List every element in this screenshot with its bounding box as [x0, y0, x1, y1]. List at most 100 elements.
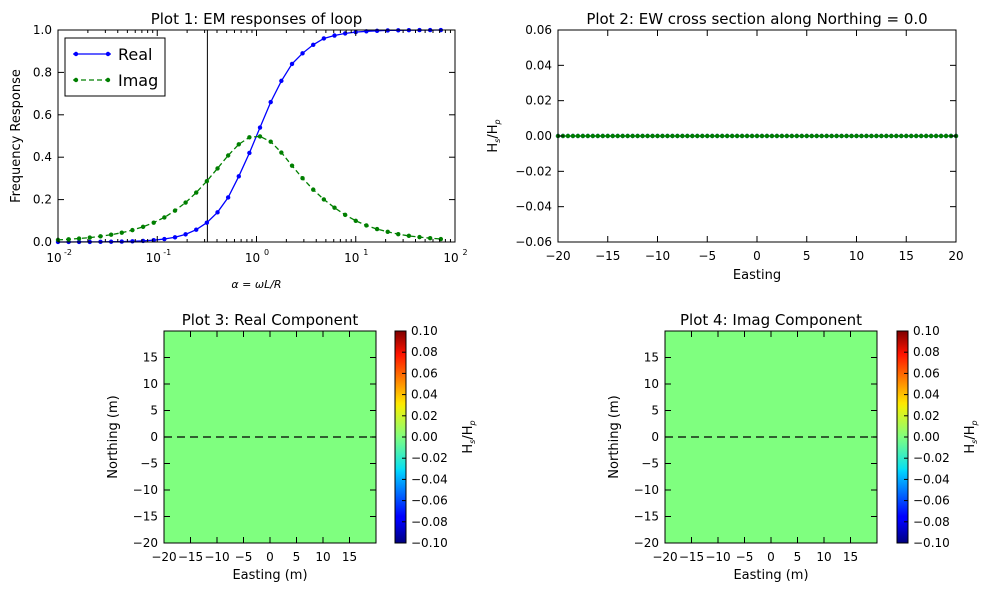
plot2-point-1	[620, 133, 625, 139]
plot2-x-tick-label: 5	[803, 249, 811, 263]
plot4-x-tick-label: 0	[767, 550, 775, 564]
plot2-point-1	[764, 133, 770, 139]
plot3-x-tick-label: 10	[315, 550, 330, 564]
plot3-x-tick-label: −10	[204, 550, 229, 564]
plot3-colorbar-tick-label: 0.02	[411, 409, 438, 423]
plot2-point-1	[799, 133, 804, 139]
plot1-point-real	[204, 220, 210, 225]
plot2-point-1	[665, 133, 670, 139]
plot1-legend-marker	[73, 51, 79, 57]
plot2-point-1	[864, 133, 869, 139]
plot2-point-1	[675, 133, 680, 139]
plot3-colorbar-tick-label: −0.04	[411, 472, 448, 486]
plot2-point-1	[824, 133, 829, 139]
plot2-point-1	[700, 133, 705, 139]
plot1-point-imag	[204, 178, 210, 184]
plot1-point-imag	[279, 150, 284, 155]
plot4-colorbar-tick-label: 0.04	[913, 388, 940, 402]
plot1-point-imag	[396, 231, 401, 237]
plot1-x-tick-label: 10	[46, 251, 61, 265]
plot4-colorbar-tick-label: 0.10	[913, 324, 940, 338]
plot1-x-tick-exp: 0	[264, 248, 269, 257]
plot2-point-1	[779, 133, 785, 139]
plot2-y-tick-label: 0.00	[525, 129, 552, 143]
plot4-colorbar-tick-label: 0.02	[913, 409, 940, 423]
plot2-point-1	[769, 133, 775, 139]
plot1-x-tick-exp: -1	[163, 248, 171, 257]
plot2-point-1	[565, 133, 571, 139]
plot2-point-1	[635, 133, 640, 139]
plot2-point-1	[600, 133, 605, 139]
plot2-point-1	[580, 133, 586, 139]
plot2-cross-section: −20 −15 −10 −5 0 5 10 15 20 −0.06 −0.04 −0.02 0.00 0.…	[486, 10, 964, 283]
plot2-y-tick-label: 0.06	[525, 23, 552, 37]
plot3-y-tick-label: 5	[150, 404, 158, 418]
plot1-point-imag	[225, 153, 231, 158]
plot2-point-1	[759, 133, 765, 139]
plot1-point-imag	[140, 224, 146, 230]
plot4-colorbar-tick-label: 0.06	[913, 366, 940, 380]
plot1-point-imag	[108, 232, 114, 237]
plot1-x-tick-exp: 1	[363, 248, 368, 257]
plot3-x-tick-label: 15	[342, 550, 357, 564]
plot2-point-1	[789, 133, 795, 139]
plot4-y-label: Northing (m)	[607, 395, 622, 478]
plot2-point-1	[859, 133, 864, 139]
plot2-point-1	[774, 133, 780, 139]
plot3-y-tick-label: −20	[133, 536, 158, 550]
plot1-point-imag	[119, 230, 124, 235]
plot2-point-1	[685, 133, 690, 139]
plot2-point-1	[610, 133, 615, 139]
plot2-point-1	[640, 133, 645, 139]
plot2-point-1	[590, 133, 596, 139]
plot2-point-1	[849, 133, 854, 139]
plot1-em-response: 10 -2 10 -1 10 0 10 1 10 20.00.20.40.60.81.0Plot …	[9, 10, 468, 291]
plot1-point-imag	[236, 142, 241, 147]
plot2-point-1	[630, 133, 635, 139]
plot1-point-real	[374, 28, 380, 34]
plot3-y-tick-label: −5	[140, 457, 158, 471]
plot2-point-1	[739, 133, 745, 139]
plot2-point-1	[794, 133, 799, 139]
plot1-point-real	[247, 150, 252, 156]
plot1-x-tick-label: 10	[443, 251, 458, 265]
plot2-point-1	[889, 133, 894, 139]
plot2-point-1	[744, 133, 750, 139]
plot4-x-tick-label: 10	[816, 550, 831, 564]
plot3-colorbar-tick-label: 0.04	[411, 388, 438, 402]
plot1-point-real	[215, 210, 220, 215]
plot1-point-imag	[289, 163, 295, 168]
plot2-point-1	[570, 133, 576, 139]
plot1-x-tick-label: 10	[344, 251, 359, 265]
plot1-point-imag	[342, 212, 348, 218]
plot2-point-1	[784, 133, 790, 139]
plot2-point-1	[874, 133, 879, 139]
plot3-x-label: Easting (m)	[232, 568, 307, 583]
plot1-point-imag	[215, 166, 220, 171]
plot2-point-1	[899, 133, 904, 139]
plot1-x-label: α = ωL/R	[231, 278, 281, 291]
plot1-point-imag	[151, 220, 156, 225]
plot2-y-tick-label: 0.04	[525, 58, 552, 72]
plot2-point-1	[729, 133, 735, 139]
plot1-point-imag	[321, 197, 327, 202]
plot1-y-tick-label: 1.0	[33, 23, 52, 37]
plot3-colorbar-label: Hs/Hp	[461, 420, 477, 453]
plot2-point-1	[933, 133, 939, 139]
plot1-point-imag	[98, 234, 103, 239]
plot2-point-1	[904, 133, 909, 139]
plot4-colorbar-tick-label: −0.02	[913, 451, 950, 465]
plot4-x-tick-label: −20	[652, 550, 677, 564]
plot1-point-imag	[183, 200, 188, 205]
plot2-point-1	[869, 133, 874, 139]
plot1-legend-marker	[73, 77, 79, 83]
plot1-point-imag	[162, 215, 167, 220]
plot1-point-real	[279, 78, 284, 84]
plot1-y-tick-label: 0.8	[33, 65, 52, 79]
plot1-point-real	[225, 195, 231, 200]
plot2-point-1	[749, 133, 755, 139]
plot2-point-1	[839, 133, 844, 139]
plot2-point-1	[575, 133, 581, 139]
